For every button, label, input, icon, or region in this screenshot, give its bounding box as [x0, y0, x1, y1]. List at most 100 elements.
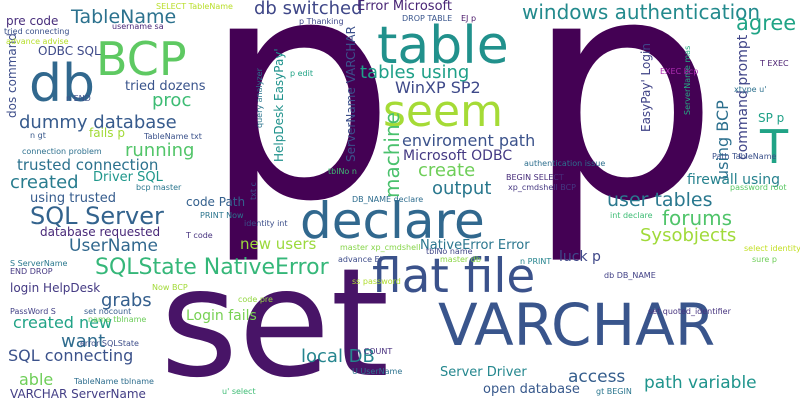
- cloud-word: database requested: [40, 225, 161, 239]
- cloud-word: gt BEGIN: [596, 387, 632, 396]
- cloud-word: SQL Server: [30, 202, 164, 230]
- cloud-word: BCP: [96, 32, 187, 86]
- cloud-word: grabs: [101, 290, 152, 311]
- cloud-word: create: [418, 160, 476, 181]
- cloud-word: local DB: [301, 346, 375, 367]
- cloud-word: path variable: [644, 373, 757, 393]
- cloud-word: user tables: [607, 189, 713, 211]
- cloud-word: Login fails: [186, 308, 257, 324]
- cloud-word: agree: [736, 11, 797, 35]
- cloud-word: username sa: [112, 22, 164, 31]
- cloud-word: SQL connecting: [8, 346, 134, 365]
- cloud-word: open database: [483, 382, 580, 397]
- cloud-word: PassWord S: [10, 307, 56, 316]
- cloud-word: identity int: [244, 219, 288, 228]
- cloud-word: want: [61, 331, 106, 352]
- cloud-word: running: [125, 140, 195, 161]
- cloud-word: able: [19, 370, 54, 389]
- cloud-word: p edit: [290, 69, 313, 78]
- cloud-word: advance advise: [6, 37, 69, 46]
- cloud-word: sure p: [752, 255, 777, 264]
- cloud-word: VARCHAR ServerName: [10, 387, 146, 400]
- cloud-word: ServerName mas: [683, 45, 692, 115]
- cloud-word: Microsoft ODBC: [403, 148, 513, 164]
- cloud-word: n PRINT: [520, 257, 552, 266]
- cloud-word: DROP TABLE: [402, 14, 453, 23]
- cloud-word: TableName txt: [144, 132, 202, 141]
- cloud-word: machine: [380, 112, 404, 198]
- cloud-word: advance EJ: [338, 255, 382, 264]
- cloud-word: master xp_cmdshell: [340, 243, 421, 252]
- cloud-word: HelpDesk EasyPay': [272, 48, 286, 162]
- cloud-word: db: [29, 54, 96, 114]
- cloud-word: Server Driver: [440, 365, 527, 380]
- cloud-word: xp_cmdshell BCP: [508, 183, 576, 192]
- cloud-word: login HelpDesk: [10, 281, 101, 295]
- cloud-word: SQLState NativeError: [95, 255, 329, 280]
- cloud-word: set: [160, 237, 390, 400]
- cloud-word: ss password: [352, 277, 401, 286]
- cloud-word: WinXP SP2: [395, 78, 481, 97]
- cloud-word: code pre: [238, 295, 273, 304]
- cloud-word: Path TableName: [712, 152, 777, 161]
- cloud-word: ServerName VARCHAR: [344, 26, 358, 162]
- cloud-word: trusted connection: [17, 156, 159, 174]
- cloud-word: seem: [383, 86, 503, 137]
- cloud-word: Driver SQL: [93, 170, 163, 185]
- cloud-word: Sysobjects: [640, 225, 737, 246]
- cloud-word: tblNo name: [426, 247, 473, 256]
- cloud-word: db switched: [254, 0, 363, 19]
- cloud-word: tables using: [360, 62, 470, 83]
- cloud-word: command prompt: [735, 34, 751, 160]
- cloud-word: created: [10, 172, 79, 193]
- cloud-word: authentication issue: [524, 159, 606, 168]
- cloud-word: T EXEC: [760, 59, 789, 68]
- cloud-word: T: [760, 120, 789, 174]
- cloud-word: connection problem: [22, 147, 102, 156]
- cloud-word: T code: [186, 231, 213, 240]
- cloud-word: ODBC SQL: [38, 44, 101, 58]
- cloud-word: enviroment path: [402, 131, 536, 150]
- cloud-word: U UserName: [352, 367, 403, 376]
- cloud-word: new users: [240, 235, 317, 253]
- cloud-word: query analyzer: [255, 68, 264, 128]
- cloud-word: name tblname: [88, 315, 147, 324]
- cloud-word: dummy database: [19, 112, 177, 133]
- cloud-word: n END: [66, 94, 91, 103]
- cloud-word: int declare: [610, 211, 653, 220]
- cloud-word: xtype u': [734, 85, 767, 94]
- cloud-word: windows authentication: [522, 0, 761, 24]
- cloud-word: EXEC bcp: [660, 67, 699, 76]
- cloud-word: access: [568, 367, 626, 387]
- cloud-word: tried dozens: [125, 79, 206, 94]
- cloud-word: u' select: [222, 387, 256, 396]
- cloud-word: db DB_NAME: [604, 271, 656, 280]
- cloud-word: END DROP: [10, 267, 53, 276]
- cloud-word: Error Microsoft: [357, 0, 452, 14]
- cloud-word: VARCHAR: [438, 291, 716, 359]
- cloud-word: n gt: [30, 131, 46, 140]
- cloud-word: EJ p: [461, 14, 477, 23]
- cloud-word: tried connecting: [4, 27, 70, 36]
- cloud-word: S ServerName: [10, 259, 68, 268]
- cloud-word: fails p: [89, 126, 125, 140]
- cloud-word: p: [202, 0, 397, 269]
- cloud-word: created new: [13, 313, 113, 332]
- cloud-word: proc: [152, 90, 192, 111]
- cloud-word: set quoted_identifier: [648, 307, 731, 316]
- cloud-word: pre code: [6, 14, 59, 28]
- cloud-word: SP p: [758, 111, 785, 125]
- cloud-word: password root: [730, 183, 787, 192]
- cloud-word: n COUNT: [356, 347, 393, 356]
- cloud-word: master db: [440, 255, 481, 264]
- cloud-word: TableName tblname: [74, 377, 154, 386]
- cloud-word: DB_NAME declare: [352, 195, 424, 204]
- cloud-word: using trusted: [30, 191, 117, 206]
- cloud-word: code Path: [186, 195, 246, 209]
- cloud-word: PRINT Now: [200, 211, 244, 220]
- cloud-word: using BCP: [713, 100, 732, 180]
- cloud-word: bcp master: [136, 183, 182, 192]
- cloud-word: forums: [662, 206, 733, 230]
- cloud-word: declare: [300, 192, 485, 250]
- cloud-word: UserName: [69, 236, 158, 256]
